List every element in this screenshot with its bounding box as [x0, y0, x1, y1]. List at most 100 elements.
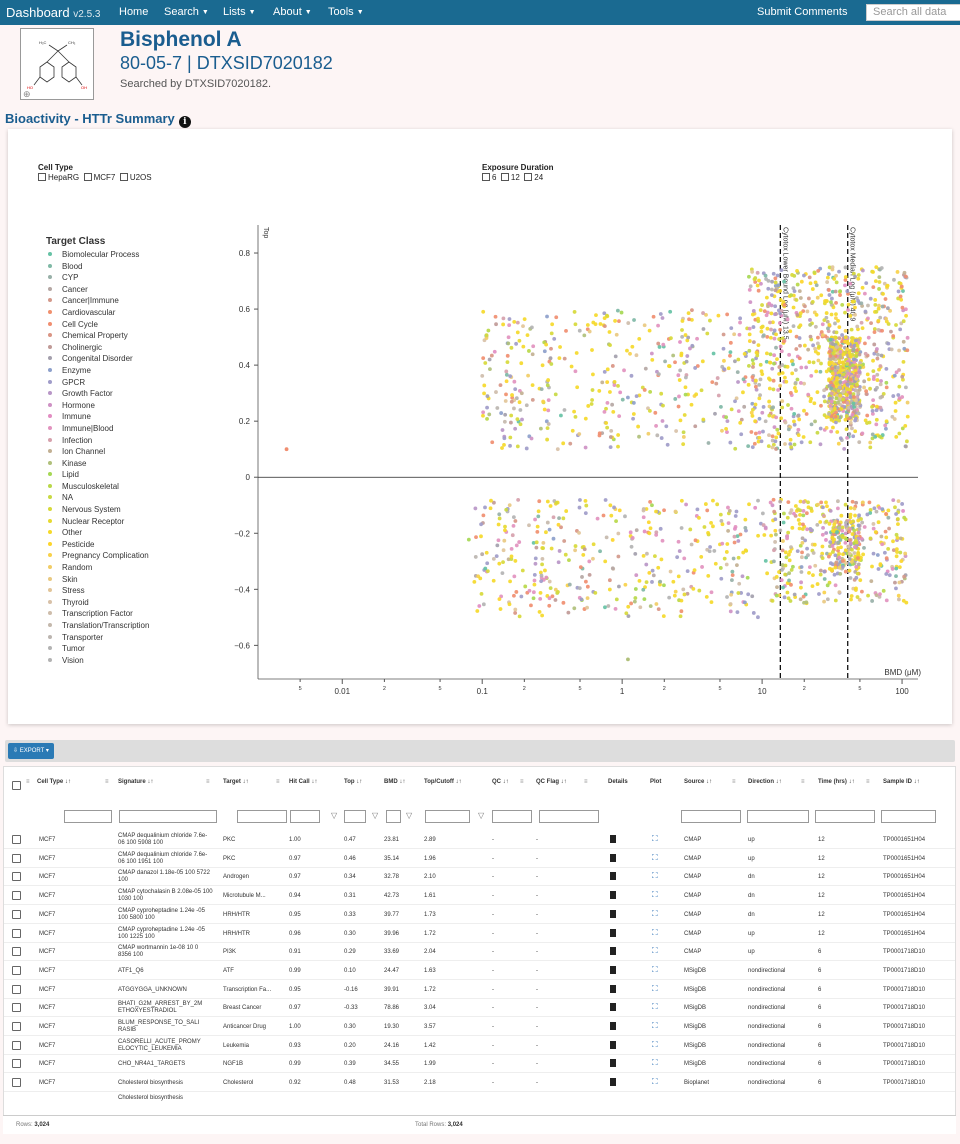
data-point[interactable] [730, 578, 734, 583]
data-point[interactable] [772, 559, 776, 564]
data-point[interactable] [809, 373, 814, 378]
data-point[interactable] [617, 584, 621, 589]
legend-item[interactable]: Nervous System [48, 504, 149, 516]
data-point[interactable] [678, 340, 682, 344]
data-point[interactable] [777, 337, 782, 342]
data-point[interactable] [866, 593, 870, 598]
data-point[interactable] [743, 517, 748, 522]
data-point[interactable] [755, 283, 760, 288]
data-point[interactable] [800, 536, 805, 541]
data-point[interactable] [585, 605, 589, 610]
data-point[interactable] [848, 576, 853, 580]
data-point[interactable] [752, 277, 757, 282]
data-point[interactable] [758, 393, 763, 398]
data-point[interactable] [901, 359, 906, 364]
data-point[interactable] [763, 558, 768, 563]
data-point[interactable] [769, 311, 774, 316]
data-point[interactable] [577, 432, 582, 436]
data-point[interactable] [651, 573, 656, 578]
data-point[interactable] [631, 412, 636, 416]
data-point[interactable] [614, 597, 619, 602]
data-point[interactable] [860, 326, 865, 331]
data-point[interactable] [730, 573, 735, 577]
data-point[interactable] [829, 391, 834, 396]
data-point[interactable] [847, 568, 852, 573]
legend-item[interactable]: Tumor [48, 643, 149, 655]
data-point[interactable] [642, 323, 647, 328]
data-point[interactable] [832, 351, 836, 356]
data-point[interactable] [697, 588, 702, 593]
data-point[interactable] [880, 507, 885, 512]
data-point[interactable] [656, 372, 661, 377]
data-point[interactable] [897, 384, 902, 389]
data-point[interactable] [750, 414, 755, 418]
data-point[interactable] [553, 392, 558, 397]
data-point[interactable] [760, 511, 765, 516]
table-row-partial[interactable]: Cholesterol biosynthesis [4, 1093, 955, 1111]
data-point[interactable] [775, 585, 779, 590]
data-point[interactable] [796, 507, 800, 512]
data-point[interactable] [624, 611, 629, 616]
data-point[interactable] [867, 377, 871, 382]
data-point[interactable] [608, 390, 612, 394]
data-point[interactable] [781, 585, 785, 590]
data-point[interactable] [605, 367, 610, 372]
data-point[interactable] [893, 400, 898, 405]
data-point[interactable] [644, 562, 649, 567]
data-point[interactable] [884, 598, 889, 603]
data-point[interactable] [876, 520, 881, 525]
data-point[interactable] [713, 411, 717, 416]
data-point[interactable] [808, 281, 813, 286]
table-row[interactable]: MCF7 CASORELLI_ACUTE_PROMY ELOCYTIC_LEUKE… [4, 1037, 955, 1055]
data-point[interactable] [480, 552, 485, 557]
data-point[interactable] [855, 324, 860, 329]
data-point[interactable] [877, 280, 882, 284]
column-header-sample-id[interactable]: Sample ID ↓↑ [883, 779, 920, 785]
data-point[interactable] [557, 516, 561, 521]
data-point[interactable] [762, 533, 767, 537]
data-point[interactable] [777, 593, 782, 598]
plot-icon[interactable]: ⛶ [652, 834, 658, 843]
data-point[interactable] [787, 352, 792, 357]
data-point[interactable] [658, 526, 663, 531]
data-point[interactable] [736, 591, 741, 595]
data-point[interactable] [857, 387, 862, 392]
data-point[interactable] [720, 428, 724, 433]
data-point[interactable] [600, 380, 605, 385]
table-row[interactable]: MCF7 CMAP dequalinium chloride 7.6e-06 10… [4, 831, 955, 849]
data-point[interactable] [837, 359, 842, 364]
data-point[interactable] [822, 388, 827, 393]
data-point[interactable] [840, 303, 845, 307]
data-point[interactable] [674, 429, 679, 433]
data-point[interactable] [791, 286, 796, 291]
data-point[interactable] [803, 304, 807, 309]
data-point[interactable] [886, 515, 891, 520]
data-point[interactable] [822, 599, 826, 604]
legend-item[interactable]: Congenital Disorder [48, 353, 149, 365]
data-point[interactable] [760, 410, 765, 415]
data-point[interactable] [512, 574, 517, 579]
checkbox-12[interactable] [500, 173, 509, 181]
data-point[interactable] [861, 552, 866, 557]
filter-icon[interactable]: ▽ [331, 811, 338, 820]
data-point[interactable] [503, 412, 508, 417]
data-point[interactable] [673, 509, 678, 514]
data-point[interactable] [786, 530, 791, 535]
data-point[interactable] [686, 311, 691, 316]
data-point[interactable] [772, 328, 777, 333]
data-point[interactable] [663, 359, 667, 364]
data-point[interactable] [785, 317, 790, 322]
data-point[interactable] [833, 565, 838, 570]
data-point[interactable] [888, 308, 892, 313]
data-point[interactable] [841, 397, 845, 402]
data-point[interactable] [498, 607, 503, 611]
data-point[interactable] [540, 363, 545, 368]
data-point[interactable] [830, 366, 835, 371]
data-point[interactable] [853, 416, 858, 421]
legend-item[interactable]: Immune|Blood [48, 423, 149, 435]
data-point[interactable] [502, 442, 506, 447]
data-point[interactable] [497, 561, 502, 566]
data-point[interactable] [871, 522, 876, 526]
data-point[interactable] [713, 561, 718, 566]
data-point[interactable] [822, 577, 827, 581]
